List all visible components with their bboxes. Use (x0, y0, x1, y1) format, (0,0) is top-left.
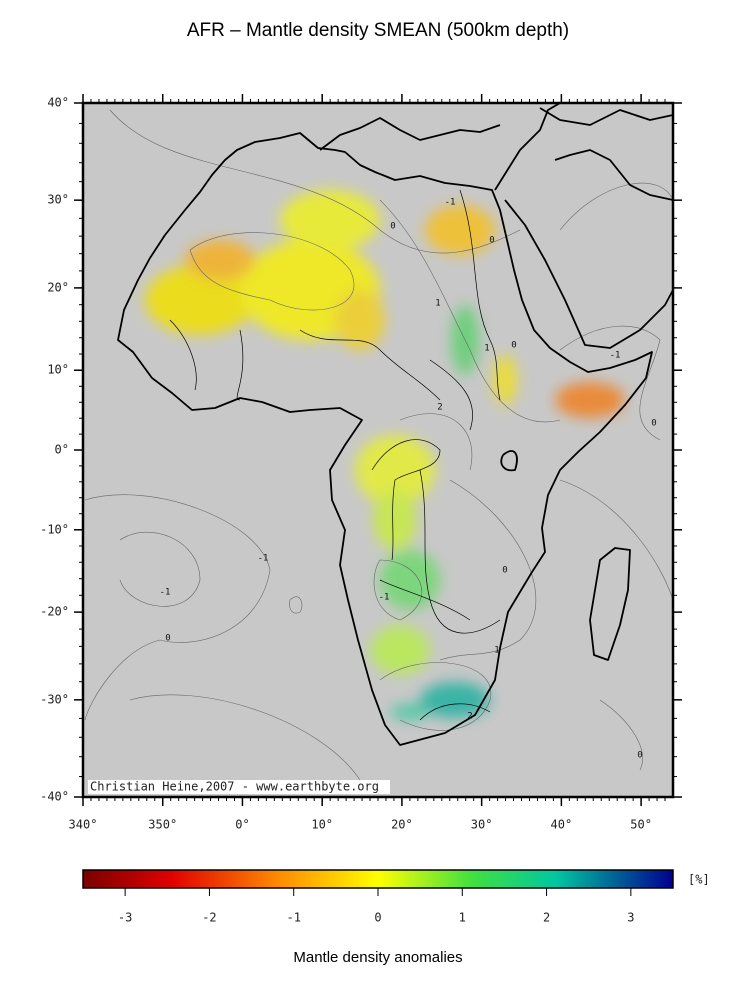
coastlines (117, 103, 673, 746)
x-tick-label: 50° (630, 818, 652, 832)
x-tick-label: 340° (69, 818, 98, 832)
y-tick-label: -40° (40, 790, 69, 804)
contour-label: -1 (258, 554, 269, 564)
contour-label: 1 (435, 299, 440, 309)
rivers (169, 189, 501, 721)
y-tick-label: -10° (40, 522, 69, 536)
y-tick-label: -30° (40, 692, 69, 706)
contours (84, 109, 673, 781)
y-tick-label: 10° (47, 363, 69, 377)
y-tick-label: -20° (40, 605, 69, 619)
colorbar (82, 869, 674, 889)
colorbar-tick-label: 1 (459, 911, 466, 925)
credit-box (88, 780, 390, 794)
y-tick-label: 20° (47, 280, 69, 294)
colorbar-tick-label: 0 (374, 911, 381, 925)
map-axes: 40° 30° 20° 10° 0° -10° -20° -30° -40°340° 350° 0°… (40, 94, 682, 832)
contour-label: 0 (651, 419, 656, 429)
credit: Christian Heine,2007 - www.earthbyte.org (90, 780, 379, 794)
contour-label: 0 (637, 751, 642, 761)
contour-labels: 0 -1 0 1 1 0 -1 2 0 -1 -1 0 0 -1 1 2 0 (160, 198, 657, 761)
contour-label: 1 (494, 646, 499, 656)
y-tick-label: 0° (55, 443, 69, 457)
contour-label: -1 (160, 588, 171, 598)
contour-label: 2 (467, 712, 472, 722)
map-area: 0 -1 0 1 1 0 -1 2 0 -1 -1 0 0 -1 1 2 0 Christian Heine,2… (83, 103, 673, 797)
contour-label: -1 (379, 593, 390, 603)
colorbar-ticks: -3 -2 -1 0 1 2 3 (118, 888, 634, 925)
contour-label: -1 (445, 198, 456, 208)
contour-label: 2 (437, 403, 442, 413)
colorbar-tick-label: -2 (202, 911, 216, 925)
title: AFR – Mantle density SMEAN (500km depth) (187, 20, 569, 41)
contour-label: 0 (390, 222, 395, 232)
colorbar-tick-label: 2 (543, 911, 550, 925)
x-tick-label: 20° (391, 818, 413, 832)
x-tick-label: 10° (311, 818, 333, 832)
colorbar-unit: [%] (688, 873, 710, 887)
colorbar-tick-label: -1 (286, 911, 300, 925)
colorbar-tick-label: 3 (627, 911, 634, 925)
contour-label: 0 (511, 341, 516, 351)
x-tick-label: 40° (551, 818, 573, 832)
y-tick-label: 30° (47, 193, 69, 207)
contour-label: 0 (489, 236, 494, 246)
contour-label: 0 (502, 566, 507, 576)
x-tick-label: 30° (471, 818, 493, 832)
anomaly-field (145, 190, 625, 720)
x-tick-label: 350° (148, 818, 177, 832)
contour-label: -1 (610, 351, 621, 361)
x-tick-label: 0° (235, 818, 249, 832)
contour-label: 0 (165, 634, 170, 644)
contour-label: 1 (484, 344, 489, 354)
colorbar-tick-label: -3 (118, 911, 132, 925)
colorbar-label: Mantle density anomalies (293, 949, 462, 966)
y-tick-label: 40° (47, 96, 69, 110)
